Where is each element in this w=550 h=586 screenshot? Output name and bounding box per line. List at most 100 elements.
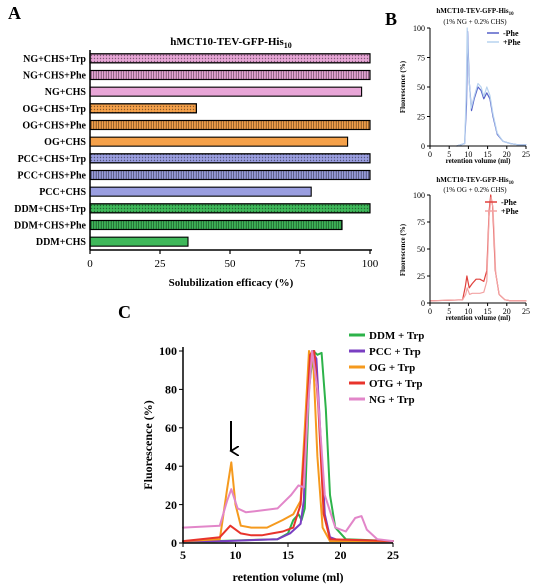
panel-b: B hMCT10-TEV-GFP-His10 (1% NG + 0.2% CHS…: [385, 7, 530, 322]
y-tick-label: 50: [417, 245, 425, 254]
legend-label: NG + Trp: [369, 394, 415, 406]
series-line-ddm-trp: [182, 350, 394, 543]
bar-ng-chs: [89, 86, 363, 97]
panel-b-top-subtitle: (1% NG + 0.2% CHS): [443, 18, 507, 26]
y-tick-label: 25: [417, 272, 425, 281]
panel-b-top-title: hMCT10-TEV-GFP-His10: [436, 7, 514, 17]
category-label: NG+CHS+Phe: [23, 71, 87, 82]
y-tick-label: 75: [417, 53, 425, 62]
x-tick-label: 25: [522, 307, 530, 316]
panel-b-bottom-chart: hMCT10-TEV-GFP-His10 (1% OG + 0.2% CHS) …: [399, 176, 530, 322]
x-tick-label: 25: [155, 258, 167, 270]
x-tick-label: 15: [484, 150, 492, 159]
x-tick-label: 5: [447, 307, 451, 316]
y-tick-label: 75: [417, 218, 425, 227]
series-line-phe: [429, 196, 527, 302]
panel-a: A hMCT10-TEV-GFP-His10 NG+CHS+TrpNG+CHS+…: [8, 3, 379, 289]
y-tick-label: 0: [421, 142, 425, 151]
bar-pattern-ng-chs-trp: [89, 53, 371, 64]
category-label: DDM+CHS+Trp: [14, 204, 86, 215]
bar-pattern-og-chs-phe: [89, 119, 371, 131]
panel-c-xlabel: retention volume (ml): [232, 570, 343, 584]
bar-pattern-og-chs-trp: [89, 103, 197, 114]
panel-b-bottom-title: hMCT10-TEV-GFP-His10: [436, 176, 514, 186]
bar-ddm-chs: [89, 236, 189, 247]
y-tick-label: 100: [413, 191, 425, 200]
y-tick-label: 80: [165, 383, 177, 397]
bar-pcc-chs: [89, 186, 312, 197]
category-label: NG+CHS+Trp: [23, 54, 86, 65]
bar-pattern-ddm-chs-phe: [89, 219, 343, 231]
panel-b-bottom-ylabel: Fluorescence (%): [399, 223, 407, 276]
panel-b-top-title-main: hMCT10-TEV-GFP-His: [436, 7, 508, 15]
y-tick-label: 50: [417, 83, 425, 92]
category-label: PCC+CHS+Trp: [18, 154, 87, 165]
category-label: DDM+CHS+Phe: [14, 221, 87, 232]
x-tick-label: 5: [180, 548, 186, 562]
panel-b-bottom-ticks: 0 5 10 15 20 25 0 25 50 75 100: [413, 191, 530, 316]
y-tick-label: 0: [421, 299, 425, 308]
legend-label: +Phe: [503, 38, 521, 47]
legend-label: DDM + Trp: [369, 330, 424, 342]
legend-label: +Phe: [501, 207, 519, 216]
series-line-og-trp: [182, 350, 394, 543]
x-tick-label: 25: [387, 548, 399, 562]
panel-b-top-ticks: 0 5 10 15 20 25 0 25 50 75 100: [413, 24, 530, 159]
bar-pattern-ng-chs-phe: [89, 69, 371, 81]
category-label: OG+CHS+Trp: [23, 104, 87, 115]
category-label: PCC+CHS: [39, 187, 86, 198]
x-tick-label: 10: [230, 548, 242, 562]
panel-a-title-main: hMCT10-TEV-GFP-His: [170, 36, 284, 48]
legend-label: -Phe: [503, 29, 519, 38]
x-tick-label: 0: [428, 307, 432, 316]
bar-pattern-ddm-chs-trp: [89, 203, 371, 214]
series-line-pcc-trp: [182, 350, 394, 543]
y-tick-label: 100: [413, 24, 425, 33]
panel-b-label: B: [385, 9, 397, 29]
panel-c-legend: DDM + Trp PCC + Trp OG + Trp OTG + Trp NG + …: [349, 330, 424, 406]
x-tick-label: 10: [464, 150, 472, 159]
panel-a-title: hMCT10-TEV-GFP-His10: [170, 36, 291, 50]
panel-a-title-sub: 10: [284, 41, 292, 50]
panel-c-ticks: 5 10 15 20 25 0 20 40 60 80 100: [159, 344, 399, 562]
bar-pattern-pcc-chs-trp: [89, 153, 371, 164]
panel-b-bottom-subtitle: (1% OG + 0.2% CHS): [443, 186, 507, 194]
x-tick-label: 0: [87, 258, 93, 270]
panel-a-x-ticks: 0 25 50 75 100: [87, 250, 379, 270]
x-tick-label: 75: [295, 258, 307, 270]
x-tick-label: 100: [362, 258, 379, 270]
legend-label: OTG + Trp: [369, 378, 423, 390]
panel-c-ylabel: Fluorescence (%): [141, 400, 155, 489]
y-tick-label: 25: [417, 112, 425, 121]
category-label: DDM+CHS: [36, 237, 87, 248]
x-tick-label: 15: [282, 548, 294, 562]
category-label: OG+CHS+Phe: [22, 121, 86, 132]
panel-b-top-title-sub: 10: [509, 12, 515, 17]
series-line-otg-trp: [182, 350, 394, 543]
panel-a-bars: [89, 53, 371, 247]
panel-b-top-legend: -Phe+Phe: [487, 29, 521, 47]
x-tick-label: 25: [522, 150, 530, 159]
panel-c-label: C: [118, 302, 131, 322]
panel-a-label: A: [8, 3, 21, 23]
panel-a-category-labels: NG+CHS+Trp NG+CHS+Phe NG+CHS OG+CHS+Trp OG+C…: [14, 54, 87, 248]
category-label: OG+CHS: [44, 137, 86, 148]
series-line-phe: [456, 27, 527, 147]
x-tick-label: 20: [503, 150, 511, 159]
y-tick-label: 0: [171, 536, 177, 550]
panel-b-top-lines: [456, 27, 527, 147]
panel-b-bottom-legend: -Phe+Phe: [485, 198, 519, 216]
x-tick-label: 5: [447, 150, 451, 159]
x-tick-label: 20: [335, 548, 347, 562]
legend-label: OG + Trp: [369, 362, 415, 374]
x-tick-label: 15: [484, 307, 492, 316]
panel-c: C 5 10 15 20 25 0 20 40 60 80 100 retention volume…: [118, 302, 424, 584]
category-label: NG+CHS: [45, 87, 87, 98]
x-tick-label: 20: [503, 307, 511, 316]
panel-b-top-xlabel: retention volume (ml): [446, 157, 511, 165]
bar-og-chs: [89, 136, 349, 147]
y-tick-label: 60: [165, 421, 177, 435]
x-tick-label: 0: [428, 150, 432, 159]
y-tick-label: 20: [165, 498, 177, 512]
